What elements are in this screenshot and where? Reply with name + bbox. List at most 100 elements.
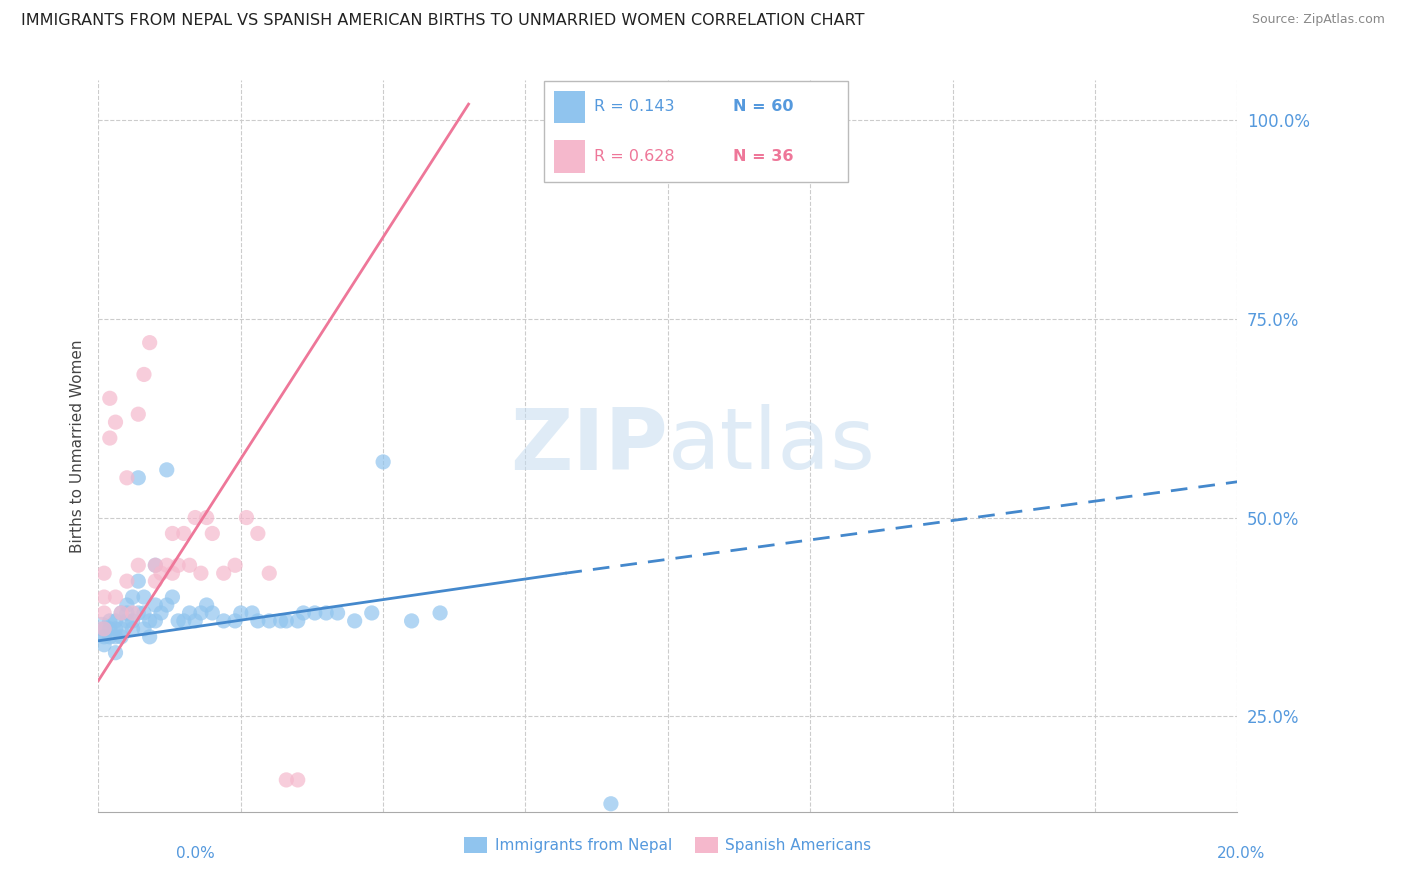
Point	[162, 566, 184, 581]
Point	[121, 606, 143, 620]
Point	[93, 590, 115, 604]
Point	[93, 630, 115, 644]
Point	[229, 606, 252, 620]
Point	[167, 614, 190, 628]
Point	[190, 606, 212, 620]
Point	[190, 566, 212, 581]
Point	[115, 614, 138, 628]
Point	[115, 471, 138, 485]
Point	[600, 797, 623, 811]
Point	[304, 606, 326, 620]
Point	[90, 622, 112, 636]
Point	[93, 622, 115, 636]
Point	[145, 558, 167, 573]
Point	[315, 606, 337, 620]
Point	[373, 455, 395, 469]
Point	[93, 622, 115, 636]
Point	[240, 606, 263, 620]
Point	[98, 431, 121, 445]
Point	[270, 614, 292, 628]
Point	[138, 614, 160, 628]
Point	[235, 510, 257, 524]
Point	[98, 630, 121, 644]
Point	[145, 614, 167, 628]
Text: R = 0.628: R = 0.628	[593, 149, 675, 164]
Text: 20.0%: 20.0%	[1218, 847, 1265, 861]
Point	[104, 614, 127, 628]
Point	[156, 598, 179, 612]
Text: IMMIGRANTS FROM NEPAL VS SPANISH AMERICAN BIRTHS TO UNMARRIED WOMEN CORRELATION : IMMIGRANTS FROM NEPAL VS SPANISH AMERICA…	[21, 13, 865, 29]
Point	[156, 463, 179, 477]
Point	[287, 772, 309, 787]
Point	[93, 638, 115, 652]
Text: R = 0.143: R = 0.143	[593, 99, 675, 114]
Point	[104, 630, 127, 644]
Point	[401, 614, 423, 628]
Point	[326, 606, 349, 620]
Point	[429, 606, 451, 620]
Point	[110, 606, 132, 620]
FancyBboxPatch shape	[554, 140, 585, 173]
Point	[195, 510, 218, 524]
Point	[212, 614, 235, 628]
Point	[104, 590, 127, 604]
Point	[173, 614, 195, 628]
Point	[110, 622, 132, 636]
Point	[201, 526, 224, 541]
Text: N = 36: N = 36	[733, 149, 793, 164]
Point	[138, 630, 160, 644]
Text: atlas: atlas	[668, 404, 876, 488]
Point	[127, 471, 149, 485]
Point	[150, 566, 173, 581]
Point	[360, 606, 382, 620]
Point	[138, 335, 160, 350]
Point	[276, 772, 298, 787]
Point	[121, 622, 143, 636]
Point	[224, 558, 246, 573]
Point	[292, 606, 315, 620]
Point	[145, 574, 167, 589]
Point	[132, 368, 155, 382]
Point	[127, 558, 149, 573]
FancyBboxPatch shape	[554, 91, 585, 123]
Text: 0.0%: 0.0%	[176, 847, 215, 861]
Point	[162, 526, 184, 541]
Point	[173, 526, 195, 541]
Point	[276, 614, 298, 628]
Point	[93, 606, 115, 620]
Text: ZIP: ZIP	[510, 404, 668, 488]
Point	[246, 614, 269, 628]
Point	[145, 558, 167, 573]
Point	[104, 415, 127, 429]
Point	[246, 526, 269, 541]
Point	[162, 590, 184, 604]
Point	[132, 590, 155, 604]
Point	[156, 558, 179, 573]
Point	[104, 622, 127, 636]
Point	[110, 606, 132, 620]
Point	[259, 614, 281, 628]
Point	[104, 646, 127, 660]
Point	[127, 606, 149, 620]
Point	[259, 566, 281, 581]
Point	[127, 407, 149, 421]
Point	[287, 614, 309, 628]
Point	[115, 598, 138, 612]
Point	[127, 574, 149, 589]
Text: N = 60: N = 60	[733, 99, 793, 114]
Point	[145, 598, 167, 612]
Point	[167, 558, 190, 573]
Point	[212, 566, 235, 581]
Point	[179, 606, 201, 620]
Y-axis label: Births to Unmarried Women: Births to Unmarried Women	[69, 339, 84, 553]
Point	[93, 566, 115, 581]
Point	[224, 614, 246, 628]
Point	[115, 606, 138, 620]
Legend: Immigrants from Nepal, Spanish Americans: Immigrants from Nepal, Spanish Americans	[458, 830, 877, 859]
Point	[98, 392, 121, 406]
Point	[132, 606, 155, 620]
Point	[115, 574, 138, 589]
Text: Source: ZipAtlas.com: Source: ZipAtlas.com	[1251, 13, 1385, 27]
Point	[184, 614, 207, 628]
Point	[90, 622, 112, 636]
